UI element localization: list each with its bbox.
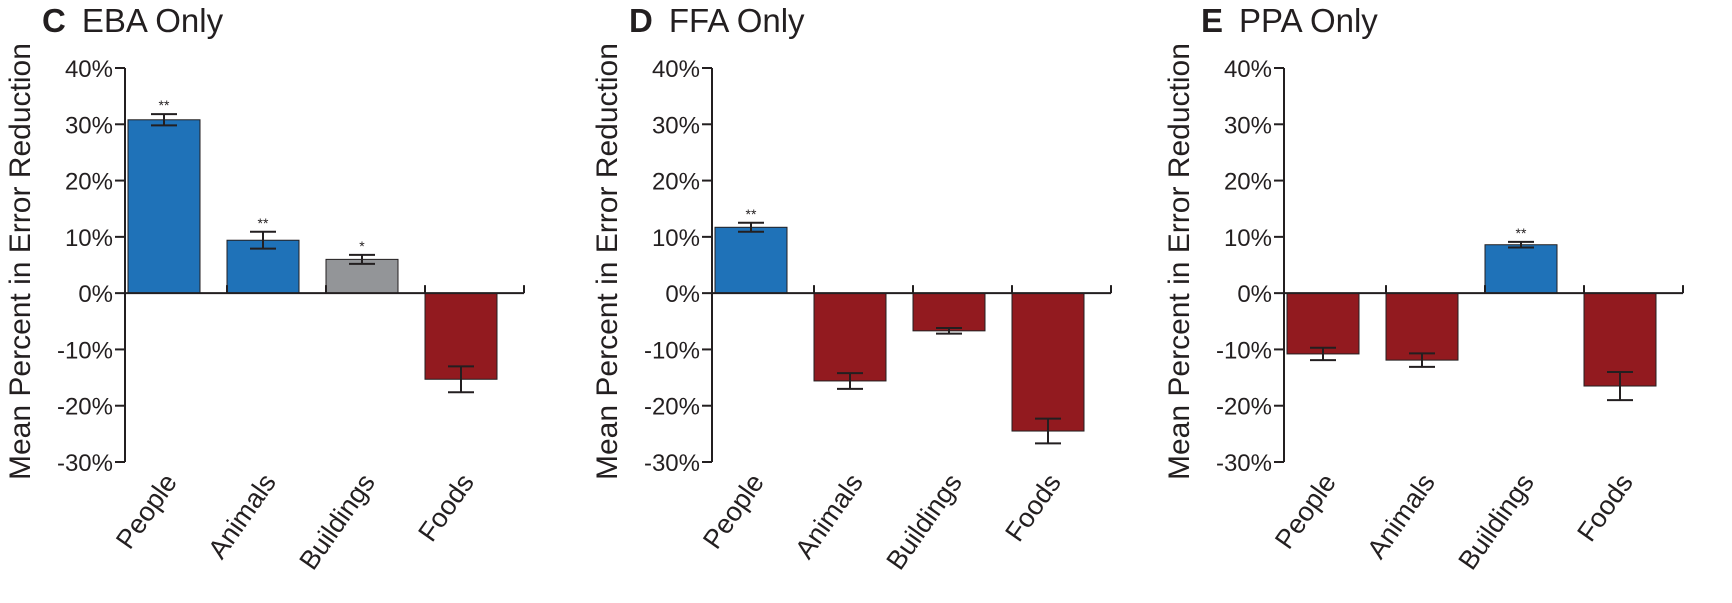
- y-tick-label: 30%: [1224, 112, 1272, 139]
- bar: [1385, 292, 1459, 361]
- x-category-label: Foods: [999, 468, 1067, 547]
- y-tick-label: 40%: [1224, 56, 1272, 83]
- y-tick-label: -10%: [644, 337, 700, 364]
- y-axis-label: Mean Percent in Error Reduction: [1163, 43, 1196, 480]
- y-tick-label: 40%: [652, 56, 700, 83]
- significance-marker: **: [746, 206, 757, 222]
- panel-title-text: EBA Only: [81, 2, 224, 39]
- y-tick-label: -20%: [644, 394, 700, 421]
- panel-c: C EBA Only Mean Percent in Error Reductio…: [0, 0, 575, 598]
- y-tick-label: 0%: [78, 281, 113, 308]
- y-tick-label: 0%: [1237, 281, 1272, 308]
- panel-d: D FFA Only Mean Percent in Error Reductio…: [587, 0, 1162, 598]
- bar: [813, 292, 887, 382]
- y-tick-label: 10%: [652, 225, 700, 252]
- y-axis-label: Mean Percent in Error Reduction: [591, 43, 624, 480]
- chart-svg: -30% -20% -10% 0% 10% 20% 30% 40% People Animals *…: [1216, 56, 1684, 575]
- x-category-label: Foods: [1571, 468, 1639, 547]
- x-category-label: People: [1269, 468, 1342, 554]
- panel-e: E PPA Only Mean Percent in Error Reductio…: [1159, 0, 1732, 598]
- panel-title-text: FFA Only: [668, 2, 805, 39]
- chart-svg: -30% -20% -10% 0% 10% 20% 30% 40% ** People Animal…: [644, 56, 1112, 575]
- y-tick-label: 40%: [65, 56, 113, 83]
- bar: [1286, 292, 1360, 355]
- x-category-label: Animals: [789, 468, 869, 564]
- y-tick-label: -10%: [57, 337, 113, 364]
- x-category-label: Buildings: [1452, 468, 1539, 575]
- panel-title: E PPA Only: [1201, 2, 1378, 40]
- panel-letter: D: [629, 2, 653, 39]
- bar: [912, 292, 986, 332]
- y-tick-label: 0%: [665, 281, 700, 308]
- x-category-label: Foods: [412, 468, 480, 547]
- panel-title: D FFA Only: [629, 2, 805, 40]
- y-tick-label: 20%: [652, 169, 700, 196]
- panel-title-text: PPA Only: [1239, 2, 1378, 39]
- significance-marker: **: [159, 97, 170, 113]
- y-tick-label: 20%: [65, 169, 113, 196]
- x-category-label: Animals: [202, 468, 282, 564]
- bar: [325, 258, 399, 294]
- panel-letter: E: [1201, 2, 1224, 39]
- bar: [1583, 292, 1657, 387]
- x-category-label: Animals: [1361, 468, 1441, 564]
- y-tick-label: 30%: [65, 112, 113, 139]
- x-category-label: Buildings: [880, 468, 967, 575]
- y-tick-label: -20%: [1216, 394, 1272, 421]
- y-tick-label: 30%: [652, 112, 700, 139]
- y-tick-label: -30%: [1216, 450, 1272, 477]
- y-tick-label: -10%: [1216, 337, 1272, 364]
- y-axis-label: Mean Percent in Error Reduction: [4, 43, 37, 480]
- y-tick-label: 10%: [65, 225, 113, 252]
- x-category-label: People: [697, 468, 770, 554]
- bar: [127, 119, 201, 294]
- y-tick-label: 20%: [1224, 169, 1272, 196]
- bar: [714, 226, 788, 294]
- significance-marker: *: [359, 238, 365, 254]
- bar: [1011, 292, 1085, 432]
- bar: [1484, 244, 1558, 294]
- significance-marker: **: [1516, 225, 1527, 241]
- y-tick-label: -30%: [57, 450, 113, 477]
- y-tick-label: -30%: [644, 450, 700, 477]
- panel-letter: C: [42, 2, 66, 39]
- y-tick-label: -20%: [57, 394, 113, 421]
- x-category-label: People: [110, 468, 183, 554]
- significance-marker: **: [258, 215, 269, 231]
- panel-title: C EBA Only: [42, 2, 223, 40]
- chart-svg: -30% -20% -10% 0% 10% 20% 30% 40% ** People ** Anim…: [57, 56, 525, 575]
- x-category-label: Buildings: [293, 468, 380, 575]
- y-tick-label: 10%: [1224, 225, 1272, 252]
